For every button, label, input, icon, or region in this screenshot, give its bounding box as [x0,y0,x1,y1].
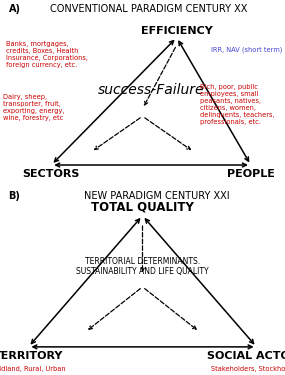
Text: EFFICIENCY: EFFICIENCY [141,26,213,36]
Text: TOTAL QUALITY: TOTAL QUALITY [91,201,194,214]
Text: Rich, poor, public
employees, small
peasants, natives,
citizens, women,
delinque: Rich, poor, public employees, small peas… [200,84,274,125]
Text: TERRITORY: TERRITORY [0,351,63,361]
Text: A): A) [9,4,21,14]
Text: B): B) [9,191,21,201]
Text: success-Failure: success-Failure [98,83,204,97]
Text: IRR, NAV (short term): IRR, NAV (short term) [211,47,282,53]
Text: NEW PARADIGM CENTURY XXI: NEW PARADIGM CENTURY XXI [84,191,229,201]
Text: SECTORS: SECTORS [23,169,80,179]
Text: Dairy, sheep,
transporter, fruit,
exporting, energy,
wine, forestry, etc: Dairy, sheep, transporter, fruit, export… [3,94,64,121]
Text: Banks, mortgages,
credits, Boxes, Health
Insurance, Corporations,
foreign curren: Banks, mortgages, credits, Boxes, Health… [6,41,87,68]
Text: PEOPLE: PEOPLE [227,169,275,179]
Text: CONVENTIONAL PARADIGM CENTURY XX: CONVENTIONAL PARADIGM CENTURY XX [50,4,247,14]
Text: Wildland, Rural, Urban: Wildland, Rural, Urban [0,366,66,372]
Text: Stakeholders, Stockholders: Stakeholders, Stockholders [211,366,285,372]
Text: TERRITORIAL DETERMINANTS.
SUSTAINABILITY AND LIFE QUALITY: TERRITORIAL DETERMINANTS. SUSTAINABILITY… [76,256,209,276]
Text: SOCIAL ACTORS: SOCIAL ACTORS [207,351,285,361]
